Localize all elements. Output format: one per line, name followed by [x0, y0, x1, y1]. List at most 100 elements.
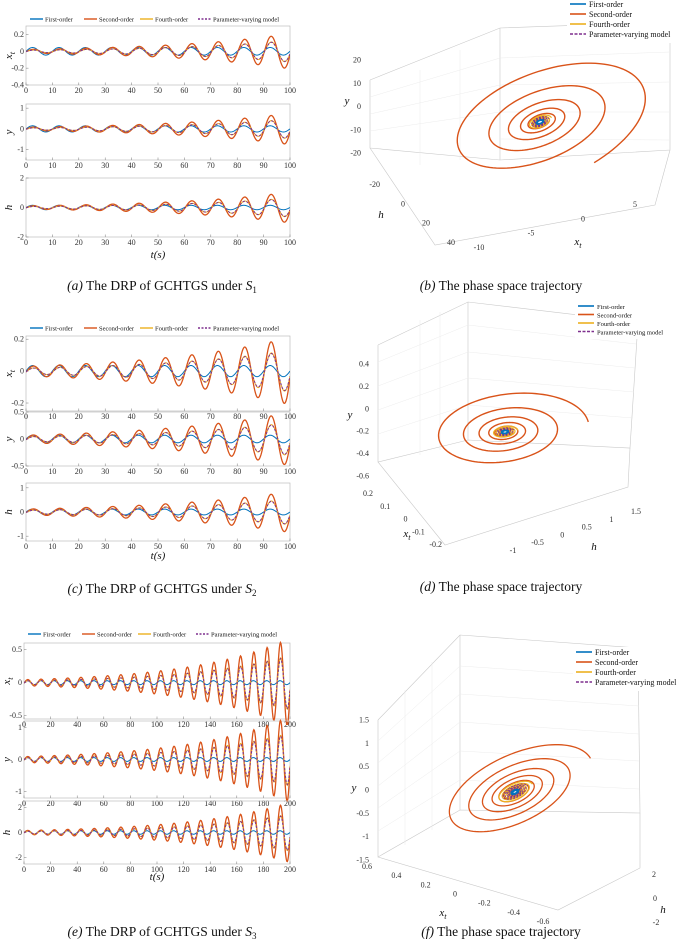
ytick-label-e-2-1: 0	[18, 828, 22, 837]
ytick-label-a-1-0: 1	[20, 104, 24, 113]
xtick-label-e-0-7: 140	[204, 720, 216, 729]
chart-f: First-orderSecond-orderFourth-orderParam…	[351, 634, 685, 927]
ytick-label-c-2-2: -1	[17, 532, 24, 541]
series-a-0-0	[26, 47, 290, 56]
tick-f-y-6: -1.5	[356, 856, 369, 865]
caption-a: (a) The DRP of GCHTGS under S1	[67, 278, 257, 295]
tick-b-z-1: 0	[401, 199, 405, 208]
ytick-label-e-1-1: 0	[18, 755, 22, 764]
tick-f-x-5: -0.4	[507, 908, 520, 917]
tick-f-x-0: 0.6	[362, 862, 372, 871]
legend-label-b-0: First-order	[589, 0, 624, 9]
box-grid-d-7	[467, 404, 634, 419]
tick-b-z-2: 20	[422, 219, 430, 228]
legend-label-e-0: First-order	[43, 631, 72, 638]
xtick-label-c-2-7: 70	[207, 542, 215, 551]
xtick-label-c-2-8: 80	[233, 542, 241, 551]
xtick-label-e-1-1: 20	[47, 799, 55, 808]
ytick-label-a-2-2: -2	[17, 233, 24, 242]
ylabel-c-0: xt	[3, 369, 17, 378]
box-grid-d-6	[467, 377, 635, 393]
xtick-label-e-1-6: 120	[178, 799, 190, 808]
xtick-label-c-1-8: 80	[233, 467, 241, 476]
xtick-label-e-2-3: 60	[100, 865, 108, 874]
xtick-label-e-0-3: 60	[100, 720, 108, 729]
ylabel-a-0: xt	[3, 51, 17, 60]
series-a-2-3	[26, 199, 290, 217]
tick-b-y-0: 20	[353, 56, 361, 65]
xtick-label-c-1-5: 50	[154, 467, 162, 476]
xtick-label-a-2-2: 20	[75, 238, 83, 247]
xtick-label-a-2-10: 100	[284, 238, 296, 247]
tick-d-x-3: -0.1	[412, 527, 425, 536]
tick-b-x-1: -5	[528, 229, 535, 238]
xtick-label-c-0-2: 20	[75, 412, 83, 421]
series-e-2-3	[24, 815, 290, 851]
xtick-label-c-2-3: 30	[101, 542, 109, 551]
xtick-label-c-2-6: 60	[180, 542, 188, 551]
tick-f-z-2: -2	[653, 918, 660, 927]
ylabel-e-1: y	[1, 757, 13, 763]
xlabel-c: t(s)	[151, 550, 166, 562]
series-c-0-3	[26, 353, 290, 391]
box-grid-d-1	[377, 351, 469, 387]
trajectory-f-first	[510, 788, 520, 796]
legend-label-c-3: Parameter-varying model	[213, 325, 279, 332]
axis-label-d-z: h	[591, 541, 597, 553]
caption-c: (c) The DRP of GCHTGS under S2	[68, 581, 257, 598]
axis-label-b-z: h	[378, 209, 384, 221]
tick-f-y-3: 0	[365, 786, 369, 795]
xtick-label-e-1-8: 160	[231, 799, 243, 808]
tick-f-y-4: -0.5	[356, 809, 369, 818]
xtick-label-c-1-6: 60	[180, 467, 188, 476]
xtick-label-e-2-9: 180	[257, 865, 269, 874]
ytick-label-a-0-2: -0.2	[11, 64, 24, 73]
box-grid-f-9	[459, 779, 640, 790]
axis-label-f-z: h	[660, 904, 666, 916]
xtick-label-a-2-6: 60	[180, 238, 188, 247]
box-grid-f-0	[377, 665, 461, 742]
tick-f-z-1: 0	[653, 894, 657, 903]
tick-d-y-3: -0.2	[356, 427, 369, 436]
ytick-label-a-0-3: -0.4	[11, 81, 24, 90]
xtick-label-a-0-5: 50	[154, 86, 162, 95]
xtick-label-c-2-4: 40	[128, 542, 136, 551]
xtick-label-c-1-0: 0	[24, 467, 28, 476]
legend-label-b-2: Fourth-order	[589, 20, 630, 29]
xtick-label-e-0-6: 120	[178, 720, 190, 729]
ytick-label-c-0-2: -0.2	[11, 399, 24, 408]
caption-d: (d) The phase space trajectory	[420, 579, 583, 594]
xtick-label-c-1-4: 40	[128, 467, 136, 476]
xtick-label-a-2-9: 90	[260, 238, 268, 247]
series-c-2-2	[26, 500, 290, 525]
box-edge-f-2	[377, 813, 641, 911]
xtick-label-c-0-5: 50	[154, 412, 162, 421]
tick-b-y-4: -20	[350, 149, 361, 158]
tick-d-x-0: 0.2	[363, 489, 373, 498]
tick-d-z-4: 1	[609, 515, 613, 524]
legend-label-c-1: Second-order	[99, 325, 135, 332]
xtick-label-a-0-1: 10	[48, 86, 56, 95]
box-edge-d-2	[377, 447, 631, 546]
legend-label-f-0: First-order	[595, 648, 630, 657]
xtick-label-a-0-6: 60	[180, 86, 188, 95]
box-grid-f-4	[377, 779, 461, 832]
box-grid-d-2	[377, 377, 469, 411]
xtick-label-a-0-2: 20	[75, 86, 83, 95]
xtick-label-c-0-6: 60	[180, 412, 188, 421]
xtick-label-a-1-7: 70	[207, 161, 215, 170]
ylabel-e-2: h	[1, 829, 13, 835]
tick-b-y-2: 0	[357, 102, 361, 111]
xtick-label-e-1-9: 180	[257, 799, 269, 808]
axis-label-d-x: xt	[402, 528, 411, 542]
xtick-label-e-1-2: 40	[73, 799, 81, 808]
ylabel-e-0: xt	[1, 677, 15, 686]
trajectory-b-first	[535, 119, 545, 125]
tick-d-z-0: -1	[510, 546, 517, 555]
